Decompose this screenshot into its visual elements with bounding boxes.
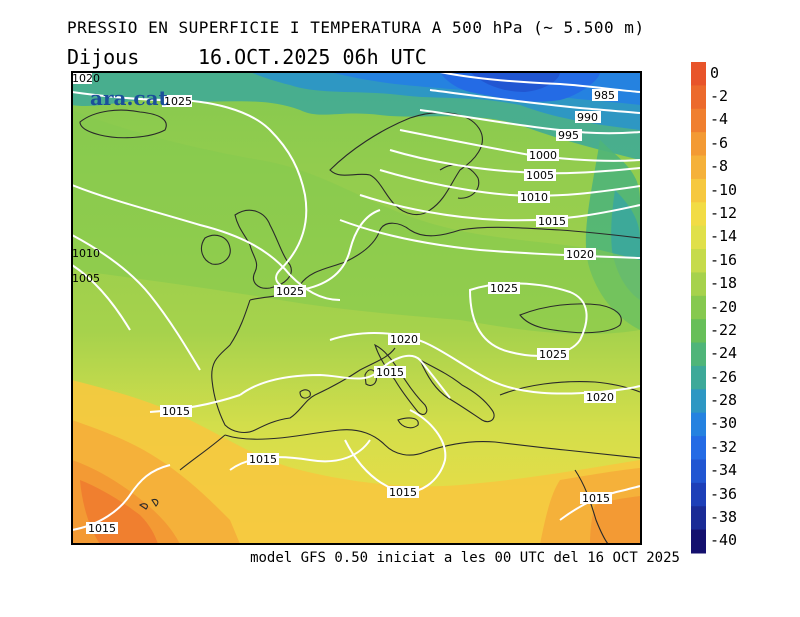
isobar-label: 1010 (520, 191, 548, 204)
colorbar-tick-label: -22 (710, 320, 738, 339)
date-label: 16.OCT.2025 06h UTC (198, 45, 427, 69)
colorbar-swatch (691, 459, 706, 484)
map-frame (71, 71, 642, 545)
isobar-label: 1020 (586, 391, 614, 404)
model-footer: model GFS 0.50 iniciat a les 00 UTC del … (0, 550, 800, 566)
isobar-label: 1020 (566, 248, 594, 261)
coastlines (79, 109, 641, 544)
colorbar-tick-label: -14 (710, 227, 738, 246)
isobar-label: 1025 (164, 95, 192, 108)
isobar-label: 1005 (526, 169, 554, 182)
isobar-label: 1005 (72, 272, 100, 285)
colorbar-tick-label: -28 (710, 391, 738, 410)
isobar-label: 1020 (72, 72, 100, 85)
colorbar-swatch (691, 155, 706, 180)
colorbar-swatch (691, 412, 706, 437)
colorbar-swatch (691, 319, 706, 344)
colorbar-swatch (691, 108, 706, 133)
isobar-label-bg (592, 89, 618, 101)
day-label: Dijous (67, 45, 140, 69)
colorbar-tick-label: -16 (710, 250, 738, 269)
colorbar-tick-label: -2 (710, 87, 729, 106)
colorbar-tick-label: -4 (710, 110, 729, 129)
isobar-label: 995 (558, 129, 579, 142)
colorbar-swatch (691, 506, 706, 531)
isobar-label: 1015 (88, 522, 116, 535)
isobar-label-bg (160, 405, 192, 417)
isobar-label: 990 (577, 111, 598, 124)
isobar-label: 1015 (582, 492, 610, 505)
isobar-label: 1025 (276, 285, 304, 298)
colorbar-tick-label: -24 (710, 344, 738, 363)
isobar-label: 1000 (529, 149, 557, 162)
isobars (72, 72, 641, 531)
colorbar-swatch (691, 272, 706, 297)
isobar-label: 1015 (376, 366, 404, 379)
isobar-label: 985 (594, 89, 615, 102)
isobar-label-bg (162, 95, 192, 107)
colorbar-swatch (691, 249, 706, 273)
temperature-field (72, 72, 641, 544)
isobar-label: 1020 (390, 333, 418, 346)
colorbar-tick-label: -10 (710, 180, 738, 199)
colorbar-tick-label: -30 (710, 414, 738, 433)
isobar-label-bg (247, 453, 279, 465)
colorbar-tick-label: -34 (710, 461, 738, 480)
isobar-label-bg (584, 391, 616, 403)
isobar-label-bg (388, 333, 420, 345)
model-footer-text: model GFS 0.50 iniciat a les 00 UTC del … (250, 550, 680, 566)
colorbar-swatch (691, 529, 706, 554)
colorbar-swatch (691, 62, 706, 86)
colorbar-swatch (691, 342, 706, 367)
colorbar-tick-label: -20 (710, 297, 738, 316)
colorbar-tick-label: -26 (710, 367, 738, 386)
colorbar-tick-label: -38 (710, 507, 738, 526)
isobar-label-bg (527, 149, 559, 161)
isobar-label-bg (575, 111, 601, 123)
colorbar-tick-label: -32 (710, 437, 738, 456)
isobar-label-bg (374, 366, 406, 378)
colorbar-swatch (691, 482, 706, 507)
isobar-label: 1025 (490, 282, 518, 295)
chart-title: PRESSIO EN SUPERFICIE I TEMPERATURA A 50… (67, 18, 645, 37)
isobar-label-bg (387, 486, 419, 498)
colorbar-swatch (691, 178, 706, 203)
colorbar-swatch (691, 225, 706, 250)
isobar-label-bg (72, 72, 92, 84)
isobar-label-bg (536, 215, 568, 227)
colorbar-swatch (691, 365, 706, 390)
colorbar-tick-label: -6 (710, 133, 729, 152)
colorbar-tick-label: -36 (710, 484, 738, 503)
isobar-label-bg (488, 282, 520, 294)
isobar-label-bg (537, 348, 569, 360)
colorbar-swatch (691, 85, 706, 110)
isobar-label: 1010 (72, 247, 100, 260)
colorbar-tick-label: -8 (710, 157, 729, 176)
isobar-label-bg (564, 248, 596, 260)
colorbar-swatch (691, 295, 706, 320)
isobar-label-bg (518, 191, 550, 203)
isobar-label: 1015 (249, 453, 277, 466)
isobar-label: 1025 (539, 348, 567, 361)
colorbar-tick-label: -18 (710, 274, 738, 293)
isobar-label-bg (580, 492, 612, 504)
isobar-label-bg (524, 169, 556, 181)
isobar-label: 1015 (538, 215, 566, 228)
isobar-label: 1015 (389, 486, 417, 499)
isobar-label-bg (86, 522, 118, 534)
colorbar-swatch (691, 202, 706, 227)
colorbar-tick-label: -12 (710, 203, 738, 222)
colorbar (691, 62, 706, 554)
ara-cat-logo: ara.cat (90, 86, 168, 110)
isobar-label-bg (556, 129, 582, 141)
colorbar-swatch (691, 132, 706, 157)
colorbar-swatch (691, 389, 706, 414)
colorbar-swatch (691, 436, 706, 460)
colorbar-tick-label: 0 (710, 63, 720, 82)
isobar-labels: 1025 1020 1010 1005 985 990 995 1000 100… (72, 72, 618, 535)
isobar-label-bg (274, 285, 306, 297)
isobar-label: 1015 (162, 405, 190, 418)
colorbar-tick-label: -40 (710, 531, 738, 550)
